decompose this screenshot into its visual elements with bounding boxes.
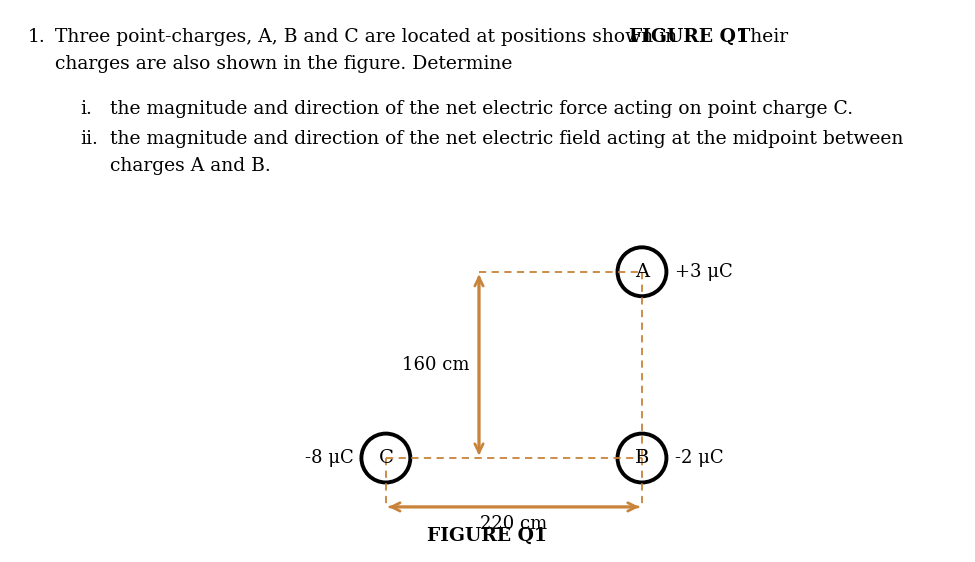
Text: Three point-charges, A, B and C are located at positions shown in: Three point-charges, A, B and C are loca…	[55, 28, 683, 46]
Text: B: B	[635, 449, 649, 467]
Text: C: C	[378, 449, 393, 467]
Text: the magnitude and direction of the net electric field acting at the midpoint bet: the magnitude and direction of the net e…	[110, 130, 904, 148]
Text: FIGURE Q1: FIGURE Q1	[629, 28, 749, 46]
Text: -8 μC: -8 μC	[304, 449, 353, 467]
Text: 220 cm: 220 cm	[481, 515, 548, 533]
Text: 1.: 1.	[28, 28, 46, 46]
Text: FIGURE Q1: FIGURE Q1	[427, 527, 547, 545]
Text: i.: i.	[80, 100, 92, 118]
Text: the magnitude and direction of the net electric force acting on point charge C.: the magnitude and direction of the net e…	[110, 100, 853, 118]
Text: +3 μC: +3 μC	[675, 263, 732, 281]
Text: . Their: . Their	[726, 28, 788, 46]
Text: A: A	[635, 263, 649, 281]
Text: 160 cm: 160 cm	[402, 356, 470, 374]
Text: charges A and B.: charges A and B.	[110, 157, 271, 175]
Text: ii.: ii.	[80, 130, 98, 148]
Text: -2 μC: -2 μC	[675, 449, 723, 467]
Text: charges are also shown in the figure. Determine: charges are also shown in the figure. De…	[55, 55, 513, 73]
